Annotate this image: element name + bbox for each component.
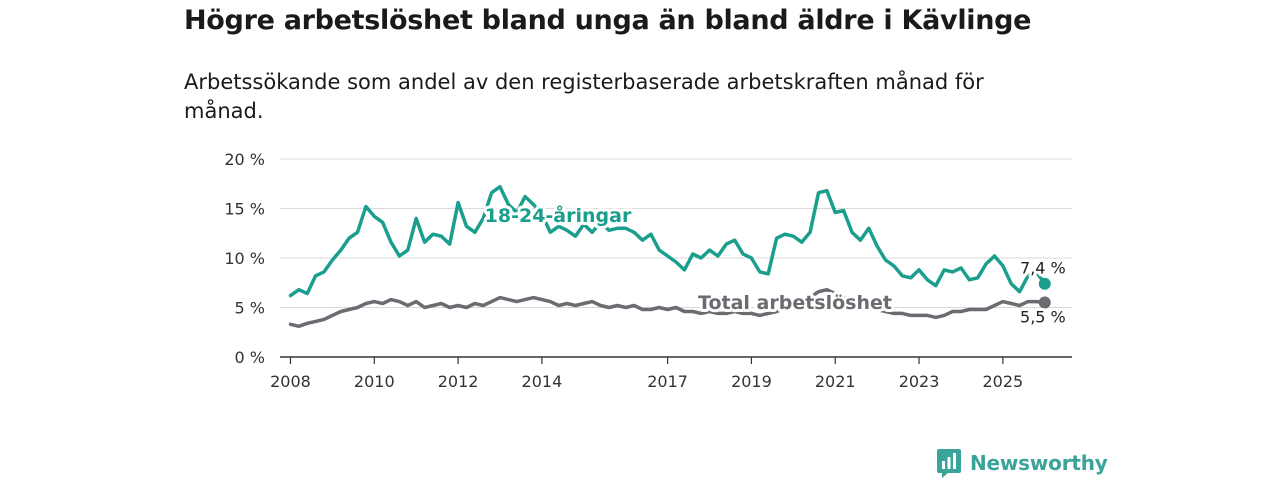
series-lines [288, 184, 1051, 329]
y-tick-label: 5 % [235, 299, 265, 318]
x-tick-label: 2010 [354, 372, 395, 391]
gridlines [280, 158, 1072, 308]
newsworthy-logo[interactable]: Newsworthy [936, 446, 1108, 480]
bar-chart-icon [937, 449, 961, 478]
x-tick-label: 2019 [731, 372, 772, 391]
x-axis-ticks: 2008 2010 2012 2014 2017 2019 2021 2023 2025 [270, 357, 1023, 391]
x-tick-label: 2008 [270, 372, 311, 391]
y-tick-label: 20 % [224, 150, 265, 169]
chart-title: Högre arbetslöshet bland unga än bland ä… [184, 5, 1032, 36]
y-tick-label: 0 % [235, 348, 265, 367]
y-tick-label: 15 % [224, 200, 265, 219]
series-labels: 18-24-åringar Total arbetslöshet 7,4 % 5,5 … [482, 200, 1069, 330]
x-tick-label: 2012 [438, 372, 479, 391]
x-tick-label: 2017 [647, 372, 688, 391]
series-end-marker [1038, 296, 1051, 309]
series-label-youth: 18-24-åringar [485, 203, 632, 227]
end-value-label-total: 5,5 % [1020, 308, 1066, 327]
x-tick-label: 2025 [982, 372, 1023, 391]
x-tick-label: 2021 [815, 372, 856, 391]
series-end-marker [1038, 277, 1051, 290]
logo-text: Newsworthy [970, 451, 1108, 475]
series-line-youth [288, 184, 1047, 298]
y-axis-ticks: 0 % 5 % 10 % 15 % 20 % [224, 150, 265, 367]
y-tick-label: 10 % [224, 249, 265, 268]
series-line-total [288, 287, 1047, 329]
x-tick-label: 2014 [522, 372, 563, 391]
x-tick-label: 2023 [899, 372, 940, 391]
chart-subtitle: Arbetssökande som andel av den registerb… [184, 70, 984, 123]
series-label-total: Total arbetslöshet [698, 292, 892, 314]
end-value-label-youth: 7,4 % [1020, 259, 1066, 278]
